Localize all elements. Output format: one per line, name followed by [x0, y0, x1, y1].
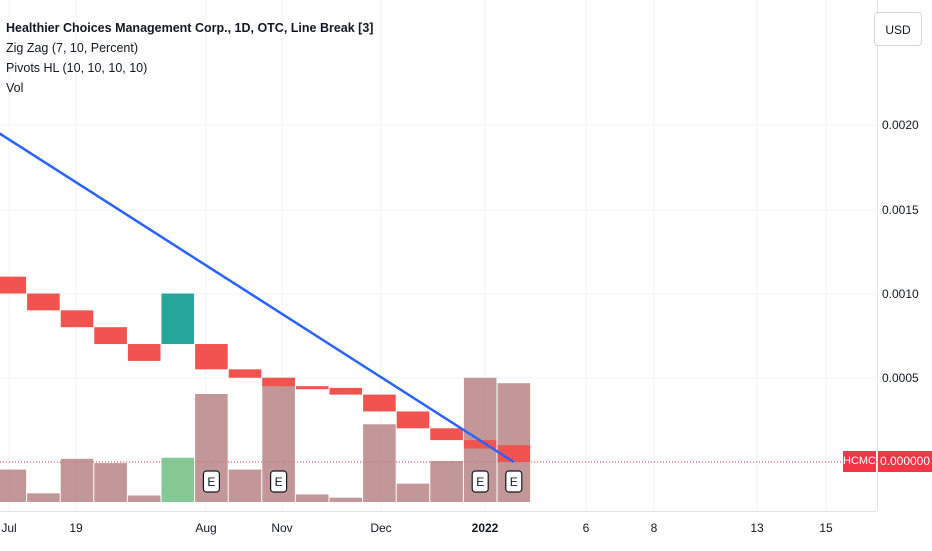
line-break-box	[329, 387, 363, 395]
price-tick-label: 0.0005	[882, 371, 919, 385]
line-break-box	[161, 293, 195, 345]
price-tick-label: 0.0010	[882, 287, 919, 301]
volume-bar	[161, 457, 195, 502]
volume-bar	[60, 458, 94, 502]
volume-bar	[94, 463, 127, 502]
line-break-box	[262, 377, 295, 387]
earnings-marker[interactable]: E	[471, 470, 489, 493]
legend-pivots[interactable]: Pivots HL (10, 10, 10, 10)	[6, 61, 148, 75]
time-tick-label: 2022	[471, 521, 499, 535]
earnings-marker[interactable]: E	[202, 470, 220, 493]
line-break-box	[0, 276, 27, 294]
time-tick-label: Dec	[370, 521, 392, 535]
volume-bar	[295, 494, 329, 502]
symbol-label: HCMC	[843, 451, 876, 472]
price-tick-label: 0.0020	[882, 118, 919, 132]
earnings-marker[interactable]: E	[270, 470, 288, 493]
volume-bar	[0, 469, 27, 502]
time-tick-label: 19	[69, 521, 83, 535]
zigzag-line	[0, 132, 515, 464]
time-tick-label: 8	[650, 521, 658, 535]
earnings-marker-box	[202, 470, 220, 493]
line-break-box	[127, 344, 161, 361]
volume-bar	[430, 460, 463, 502]
time-tick-label: 15	[819, 521, 833, 535]
time-tick-label: 13	[750, 521, 764, 535]
line-break-box	[295, 386, 329, 390]
line-break-box	[195, 344, 228, 370]
earnings-marker-label: E	[476, 475, 484, 489]
line-break-box	[463, 440, 497, 449]
volume-bar	[396, 483, 430, 502]
legend-zigzag[interactable]: Zig Zag (7, 10, Percent)	[6, 41, 139, 55]
price-axis[interactable]	[877, 0, 932, 511]
earnings-marker-label: E	[207, 475, 215, 489]
volume-bar	[127, 495, 161, 502]
earnings-marker-label: E	[275, 475, 283, 489]
line-break-box	[228, 369, 262, 378]
line-break-box	[363, 394, 396, 412]
time-tick-label: Aug	[195, 521, 217, 535]
time-axis[interactable]	[0, 511, 877, 551]
time-tick-label: Jul	[1, 521, 17, 535]
volume-bar	[329, 497, 363, 502]
earnings-marker-box	[471, 470, 489, 493]
volume-bar	[27, 493, 60, 502]
line-break-box	[396, 411, 430, 429]
time-tick-label: Nov	[271, 521, 293, 535]
line-break-box	[430, 428, 463, 441]
earnings-marker-box	[505, 470, 523, 493]
volume-bar	[363, 424, 396, 502]
time-tick-label: 6	[582, 521, 590, 535]
legend-title[interactable]: Healthier Choices Management Corp., 1D, …	[6, 21, 374, 35]
line-break-box	[27, 293, 60, 311]
earnings-marker-box	[270, 470, 288, 493]
last-price-label: 0.000000	[878, 451, 932, 472]
legend-volume[interactable]: Vol	[6, 81, 24, 95]
line-break-box	[60, 310, 94, 328]
earnings-marker-label: E	[510, 475, 518, 489]
chart-legend: Healthier Choices Management Corp., 1D, …	[6, 18, 373, 98]
earnings-marker[interactable]: E	[505, 470, 523, 493]
price-tick-label: 0.0015	[882, 203, 919, 217]
volume-bar	[228, 469, 262, 502]
currency-button[interactable]: USD	[874, 12, 922, 46]
line-break-box	[94, 327, 127, 345]
